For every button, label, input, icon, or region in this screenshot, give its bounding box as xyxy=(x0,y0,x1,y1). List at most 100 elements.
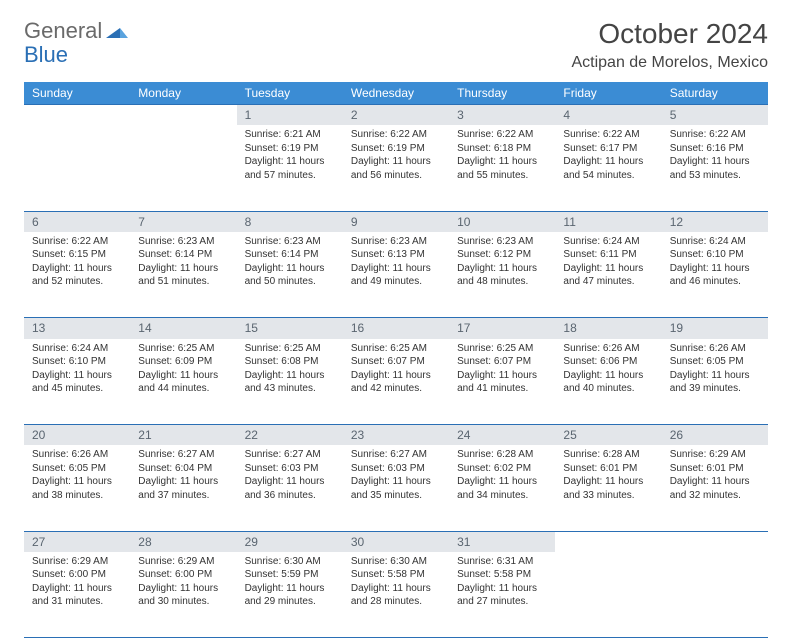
sunrise-text: Sunrise: 6:28 AM xyxy=(457,448,547,462)
sunrise-text: Sunrise: 6:29 AM xyxy=(138,555,228,569)
logo-mark-icon xyxy=(106,18,128,44)
day-number: 24 xyxy=(457,428,470,442)
sunset-text: Sunset: 6:14 PM xyxy=(245,248,335,262)
day-cell: Sunrise: 6:30 AMSunset: 5:59 PMDaylight:… xyxy=(237,552,343,638)
day-header: Thursday xyxy=(449,82,555,105)
day-number-cell: 3 xyxy=(449,105,555,126)
day-number-cell: 1 xyxy=(237,105,343,126)
day-cell: Sunrise: 6:25 AMSunset: 6:07 PMDaylight:… xyxy=(343,339,449,425)
sunrise-text: Sunrise: 6:22 AM xyxy=(670,128,760,142)
day-number-cell: 20 xyxy=(24,425,130,446)
day-cell: Sunrise: 6:28 AMSunset: 6:01 PMDaylight:… xyxy=(555,445,661,531)
content-row: Sunrise: 6:21 AM Sunset: 6:19 PM Daylight:… xyxy=(24,125,768,211)
day-number: 18 xyxy=(563,321,576,335)
day2-text: and 31 minutes. xyxy=(32,595,122,609)
sunset-text: Sunset: 6:10 PM xyxy=(670,248,760,262)
day-number-cell: 8 xyxy=(237,211,343,232)
day-cell xyxy=(662,552,768,638)
sunrise-text: Sunrise: 6:21 AM xyxy=(245,128,335,142)
day-number-cell xyxy=(130,105,236,126)
day-cell: Sunrise: 6:27 AMSunset: 6:04 PMDaylight:… xyxy=(130,445,236,531)
day-number: 22 xyxy=(245,428,258,442)
day1-text: Daylight: 11 hours xyxy=(351,475,441,489)
day1-text: Daylight: 11 hours xyxy=(138,475,228,489)
day1-text: Daylight: 11 hours xyxy=(563,262,653,276)
sunset-text: Sunset: 5:58 PM xyxy=(457,568,547,582)
day-cell: Sunrise: 6:24 AMSunset: 6:10 PMDaylight:… xyxy=(24,339,130,425)
day-number: 1 xyxy=(245,108,252,122)
sunrise-text: Sunrise: 6:29 AM xyxy=(670,448,760,462)
sunrise-text: Sunrise: 6:24 AM xyxy=(670,235,760,249)
day-cell: Sunrise: 6:22 AMSunset: 6:16 PMDaylight:… xyxy=(662,125,768,211)
day-number-cell: 31 xyxy=(449,531,555,552)
day-cell: Sunrise: 6:22 AMSunset: 6:17 PMDaylight:… xyxy=(555,125,661,211)
day-number-cell: 21 xyxy=(130,425,236,446)
day-cell: Sunrise: 6:27 AMSunset: 6:03 PMDaylight:… xyxy=(343,445,449,531)
sunset-text: Sunset: 6:13 PM xyxy=(351,248,441,262)
day-cell: Sunrise: 6:23 AMSunset: 6:14 PMDaylight:… xyxy=(130,232,236,318)
day2-text: and 45 minutes. xyxy=(32,382,122,396)
day-number: 25 xyxy=(563,428,576,442)
day2-text: and 36 minutes. xyxy=(245,489,335,503)
day2-text: and 42 minutes. xyxy=(351,382,441,396)
sunset-text: Sunset: 6:16 PM xyxy=(670,142,760,156)
calendar-table: Sunday Monday Tuesday Wednesday Thursday… xyxy=(24,82,768,638)
day-cell: Sunrise: 6:25 AMSunset: 6:07 PMDaylight:… xyxy=(449,339,555,425)
daynum-row: 13141516171819 xyxy=(24,318,768,339)
day-number-cell: 10 xyxy=(449,211,555,232)
day1-text: Daylight: 11 hours xyxy=(351,369,441,383)
day-cell: Sunrise: 6:29 AMSunset: 6:00 PMDaylight:… xyxy=(24,552,130,638)
sunrise-text: Sunrise: 6:30 AM xyxy=(245,555,335,569)
sunrise-text: Sunrise: 6:23 AM xyxy=(138,235,228,249)
day2-text: and 35 minutes. xyxy=(351,489,441,503)
day-number: 26 xyxy=(670,428,683,442)
day-number-cell: 19 xyxy=(662,318,768,339)
sunrise-text: Sunrise: 6:25 AM xyxy=(245,342,335,356)
day1-text: Daylight: 11 hours xyxy=(32,262,122,276)
day-number-cell: 7 xyxy=(130,211,236,232)
day-number-cell: 23 xyxy=(343,425,449,446)
day-cell: Sunrise: 6:24 AMSunset: 6:10 PMDaylight:… xyxy=(662,232,768,318)
sunrise-text: Sunrise: 6:22 AM xyxy=(563,128,653,142)
sunrise-text: Sunrise: 6:22 AM xyxy=(457,128,547,142)
day-number-cell: 11 xyxy=(555,211,661,232)
sunrise-text: Sunrise: 6:27 AM xyxy=(351,448,441,462)
day-number: 23 xyxy=(351,428,364,442)
sunrise-text: Sunrise: 6:31 AM xyxy=(457,555,547,569)
day-number: 15 xyxy=(245,321,258,335)
sunset-text: Sunset: 6:04 PM xyxy=(138,462,228,476)
day1-text: Daylight: 11 hours xyxy=(563,155,653,169)
sunset-text: Sunset: 6:00 PM xyxy=(138,568,228,582)
day-cell: Sunrise: 6:22 AMSunset: 6:19 PMDaylight:… xyxy=(343,125,449,211)
logo: General xyxy=(24,18,130,44)
day-cell: Sunrise: 6:25 AMSunset: 6:08 PMDaylight:… xyxy=(237,339,343,425)
day-number-cell: 25 xyxy=(555,425,661,446)
sunset-text: Sunset: 6:08 PM xyxy=(245,355,335,369)
day1-text: Daylight: 11 hours xyxy=(563,475,653,489)
sunset-text: Sunset: 5:58 PM xyxy=(351,568,441,582)
sunset-text: Sunset: 6:19 PM xyxy=(351,142,441,156)
day-number: 12 xyxy=(670,215,683,229)
day-number: 8 xyxy=(245,215,252,229)
day2-text: and 56 minutes. xyxy=(351,169,441,183)
logo-text-1: General xyxy=(24,18,102,44)
day2-text: and 40 minutes. xyxy=(563,382,653,396)
day-number: 4 xyxy=(563,108,570,122)
day1-text: Daylight: 11 hours xyxy=(32,369,122,383)
day-number: 13 xyxy=(32,321,45,335)
sunset-text: Sunset: 6:06 PM xyxy=(563,355,653,369)
day-number-cell: 4 xyxy=(555,105,661,126)
day2-text: and 29 minutes. xyxy=(245,595,335,609)
day-number-cell xyxy=(555,531,661,552)
sunrise-text: Sunrise: 6:26 AM xyxy=(670,342,760,356)
content-row: Sunrise: 6:22 AMSunset: 6:15 PMDaylight:… xyxy=(24,232,768,318)
content-row: Sunrise: 6:29 AMSunset: 6:00 PMDaylight:… xyxy=(24,552,768,638)
sunset-text: Sunset: 6:03 PM xyxy=(351,462,441,476)
sunrise-text: Sunrise: 6:25 AM xyxy=(138,342,228,356)
day-number-cell xyxy=(662,531,768,552)
day2-text: and 28 minutes. xyxy=(351,595,441,609)
day1-text: Daylight: 11 hours xyxy=(245,155,335,169)
day2-text: and 48 minutes. xyxy=(457,275,547,289)
day-number-cell: 16 xyxy=(343,318,449,339)
day2-text: and 44 minutes. xyxy=(138,382,228,396)
